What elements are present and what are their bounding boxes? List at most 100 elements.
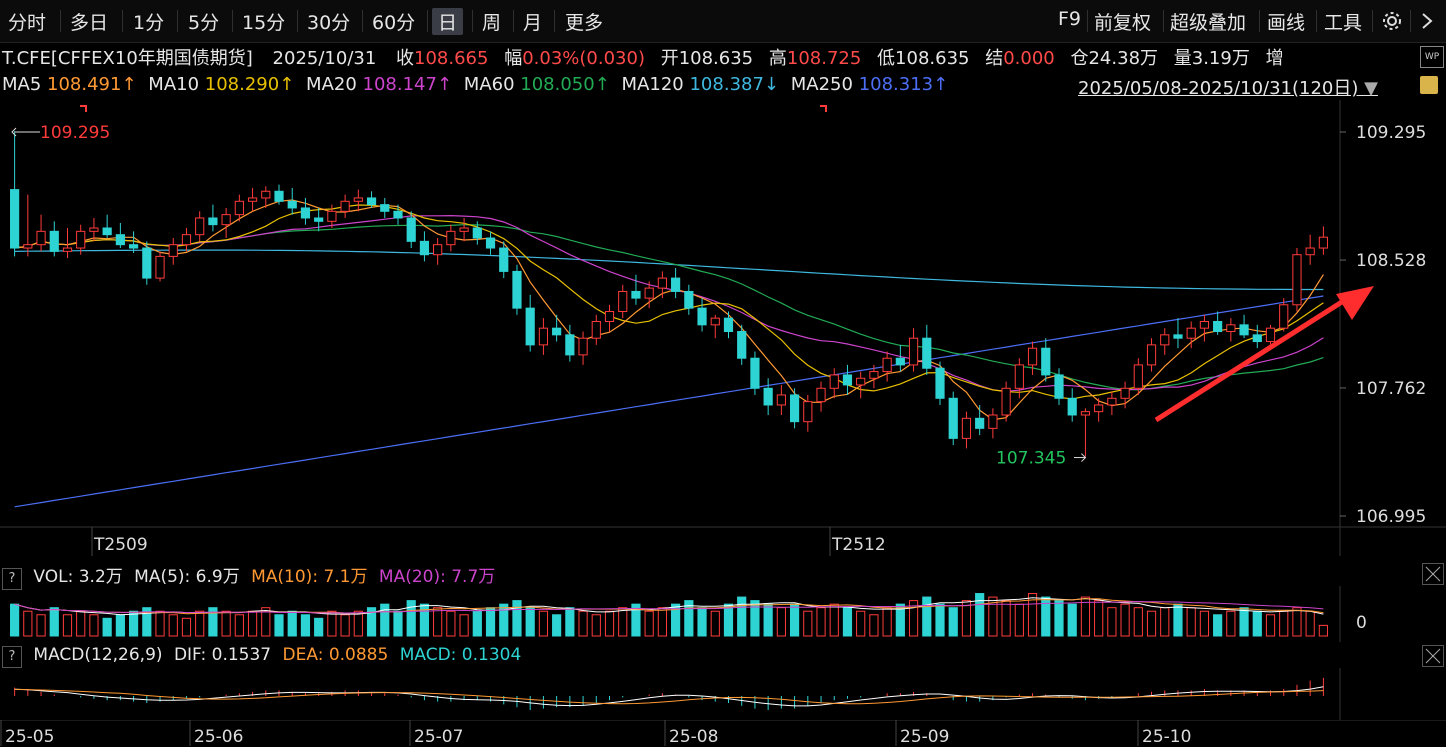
candle-body <box>459 227 469 232</box>
vol-ma20-label: MA(20): 7.7万 <box>378 567 496 587</box>
volume-bar <box>1239 607 1249 637</box>
contract-label: T2509 <box>93 535 148 555</box>
tab-intraday[interactable]: 分时 <box>8 12 47 34</box>
volume-bar <box>789 603 800 637</box>
volume-bar <box>1252 610 1262 637</box>
volume-bar <box>1120 603 1130 637</box>
tab-60min[interactable]: 60分 <box>372 12 416 34</box>
draw-button[interactable]: 画线 <box>1267 12 1306 34</box>
candle-body <box>1213 320 1223 333</box>
candle-body <box>485 237 496 249</box>
volume-bar <box>261 607 271 637</box>
candle-body <box>1305 247 1315 256</box>
roll-marker <box>80 105 87 112</box>
period-toolbar: 分时 多日 1分 5分 15分 30分 60分 日 周 月 更多 F9 前复权 … <box>0 0 1446 43</box>
tab-weekly[interactable]: 周 <box>482 12 502 34</box>
candle-body <box>168 244 178 257</box>
candle-body <box>922 337 932 369</box>
close-icon[interactable] <box>1422 563 1444 585</box>
candle-body <box>36 230 46 246</box>
volume-bar <box>618 607 628 637</box>
close-icon[interactable] <box>1422 645 1444 667</box>
tab-more[interactable]: 更多 <box>565 12 604 34</box>
candle-body <box>1107 397 1117 406</box>
dea-label: DEA: 0.0885 <box>282 645 389 665</box>
change-value: 0.03%(0.030) <box>522 48 645 69</box>
tab-5min[interactable]: 5分 <box>188 12 220 34</box>
candle-body <box>208 217 218 226</box>
candle-body <box>393 210 403 219</box>
volume-header: ? VOL: 3.2万 MA(5): 6.9万 MA(10): 7.1万 MA(… <box>2 562 495 590</box>
overlay-button[interactable]: 超级叠加 <box>1170 12 1247 34</box>
tab-30min[interactable]: 30分 <box>307 12 351 34</box>
volume-bar <box>142 607 152 637</box>
oi-label: 仓 <box>1070 48 1089 69</box>
candle-body <box>538 327 549 346</box>
help-icon[interactable]: ? <box>2 568 22 590</box>
close-label: 收 <box>396 48 415 69</box>
f9-button[interactable]: F9 <box>1058 8 1082 30</box>
settle-value: 0.000 <box>1003 48 1055 69</box>
volume-bar <box>723 603 734 637</box>
low-label: 低 <box>877 48 896 69</box>
candle-body <box>961 417 972 439</box>
high-mark-label: 109.295 <box>40 123 110 143</box>
adjust-button[interactable]: 前复权 <box>1094 12 1152 34</box>
vol-ma10-label: MA(10): 7.1万 <box>251 567 368 587</box>
candle-body <box>1054 374 1064 399</box>
volume-bar <box>221 610 231 637</box>
candle-body <box>261 190 271 199</box>
lock-icon[interactable] <box>1420 76 1438 94</box>
y-tick-label: 107.762 <box>1356 379 1426 399</box>
ma250-label: MA250 <box>790 74 853 95</box>
volume-bar <box>671 603 681 637</box>
candle-body <box>102 227 112 236</box>
candlestick-chart: 109.295 108.528 107.762 106.995 T2509 T2512 10… <box>0 100 1446 556</box>
volume-bar <box>314 617 324 637</box>
volume-bar <box>36 614 46 637</box>
candle-body <box>353 197 363 202</box>
vol-ma20-line <box>14 600 1324 614</box>
volume-bar <box>366 607 377 637</box>
volume-bar <box>247 610 258 637</box>
volume-bar <box>1305 610 1315 637</box>
volume-bar <box>578 610 588 637</box>
gear-icon[interactable] <box>1381 10 1403 32</box>
y-tick-label: 106.995 <box>1356 507 1426 527</box>
volume-bar <box>287 610 297 637</box>
tab-1min[interactable]: 1分 <box>133 12 165 34</box>
tab-daily[interactable]: 日 <box>432 8 464 35</box>
tools-button[interactable]: 工具 <box>1324 12 1363 34</box>
volume-bar <box>988 596 998 637</box>
volume-bar <box>499 603 509 637</box>
tab-multiday[interactable]: 多日 <box>70 12 109 34</box>
help-icon[interactable]: ? <box>2 646 22 668</box>
volume-bar <box>10 603 20 637</box>
tab-15min[interactable]: 15分 <box>242 12 286 34</box>
x-tick-label: 25-08 <box>669 727 718 747</box>
candle-body <box>776 394 786 406</box>
volume-bar <box>380 603 390 637</box>
candle-body <box>552 327 562 336</box>
ma60-line <box>14 224 1324 391</box>
wp-icon[interactable]: WP <box>1420 46 1444 68</box>
ma60-value: 108.050↑ <box>520 74 610 95</box>
chevron-right-icon[interactable] <box>1420 12 1434 30</box>
volume-bar <box>565 607 575 637</box>
dif-label: DIF: 0.1537 <box>173 645 272 665</box>
volume-bar <box>1133 607 1143 637</box>
symbol-name: T.CFE[CFFEX10年期国债期货] <box>2 48 253 69</box>
volume-bar <box>935 603 945 637</box>
dif-line <box>14 686 1324 707</box>
candle-body <box>1226 324 1236 333</box>
volume-bar <box>1080 596 1091 637</box>
candle-body <box>49 230 59 252</box>
quote-info-line: T.CFE[CFFEX10年期国债期货] 2025/10/31 收108.665… <box>2 44 1284 70</box>
tab-monthly[interactable]: 月 <box>523 12 543 34</box>
settle-label: 结 <box>985 48 1004 69</box>
low-arrow <box>1081 453 1087 462</box>
volume-bar <box>340 614 350 637</box>
volume-bar <box>591 614 601 637</box>
volume-bar <box>195 610 205 637</box>
date-range-selector[interactable]: 2025/05/08-2025/10/31(120日) ▼ <box>1078 78 1378 99</box>
